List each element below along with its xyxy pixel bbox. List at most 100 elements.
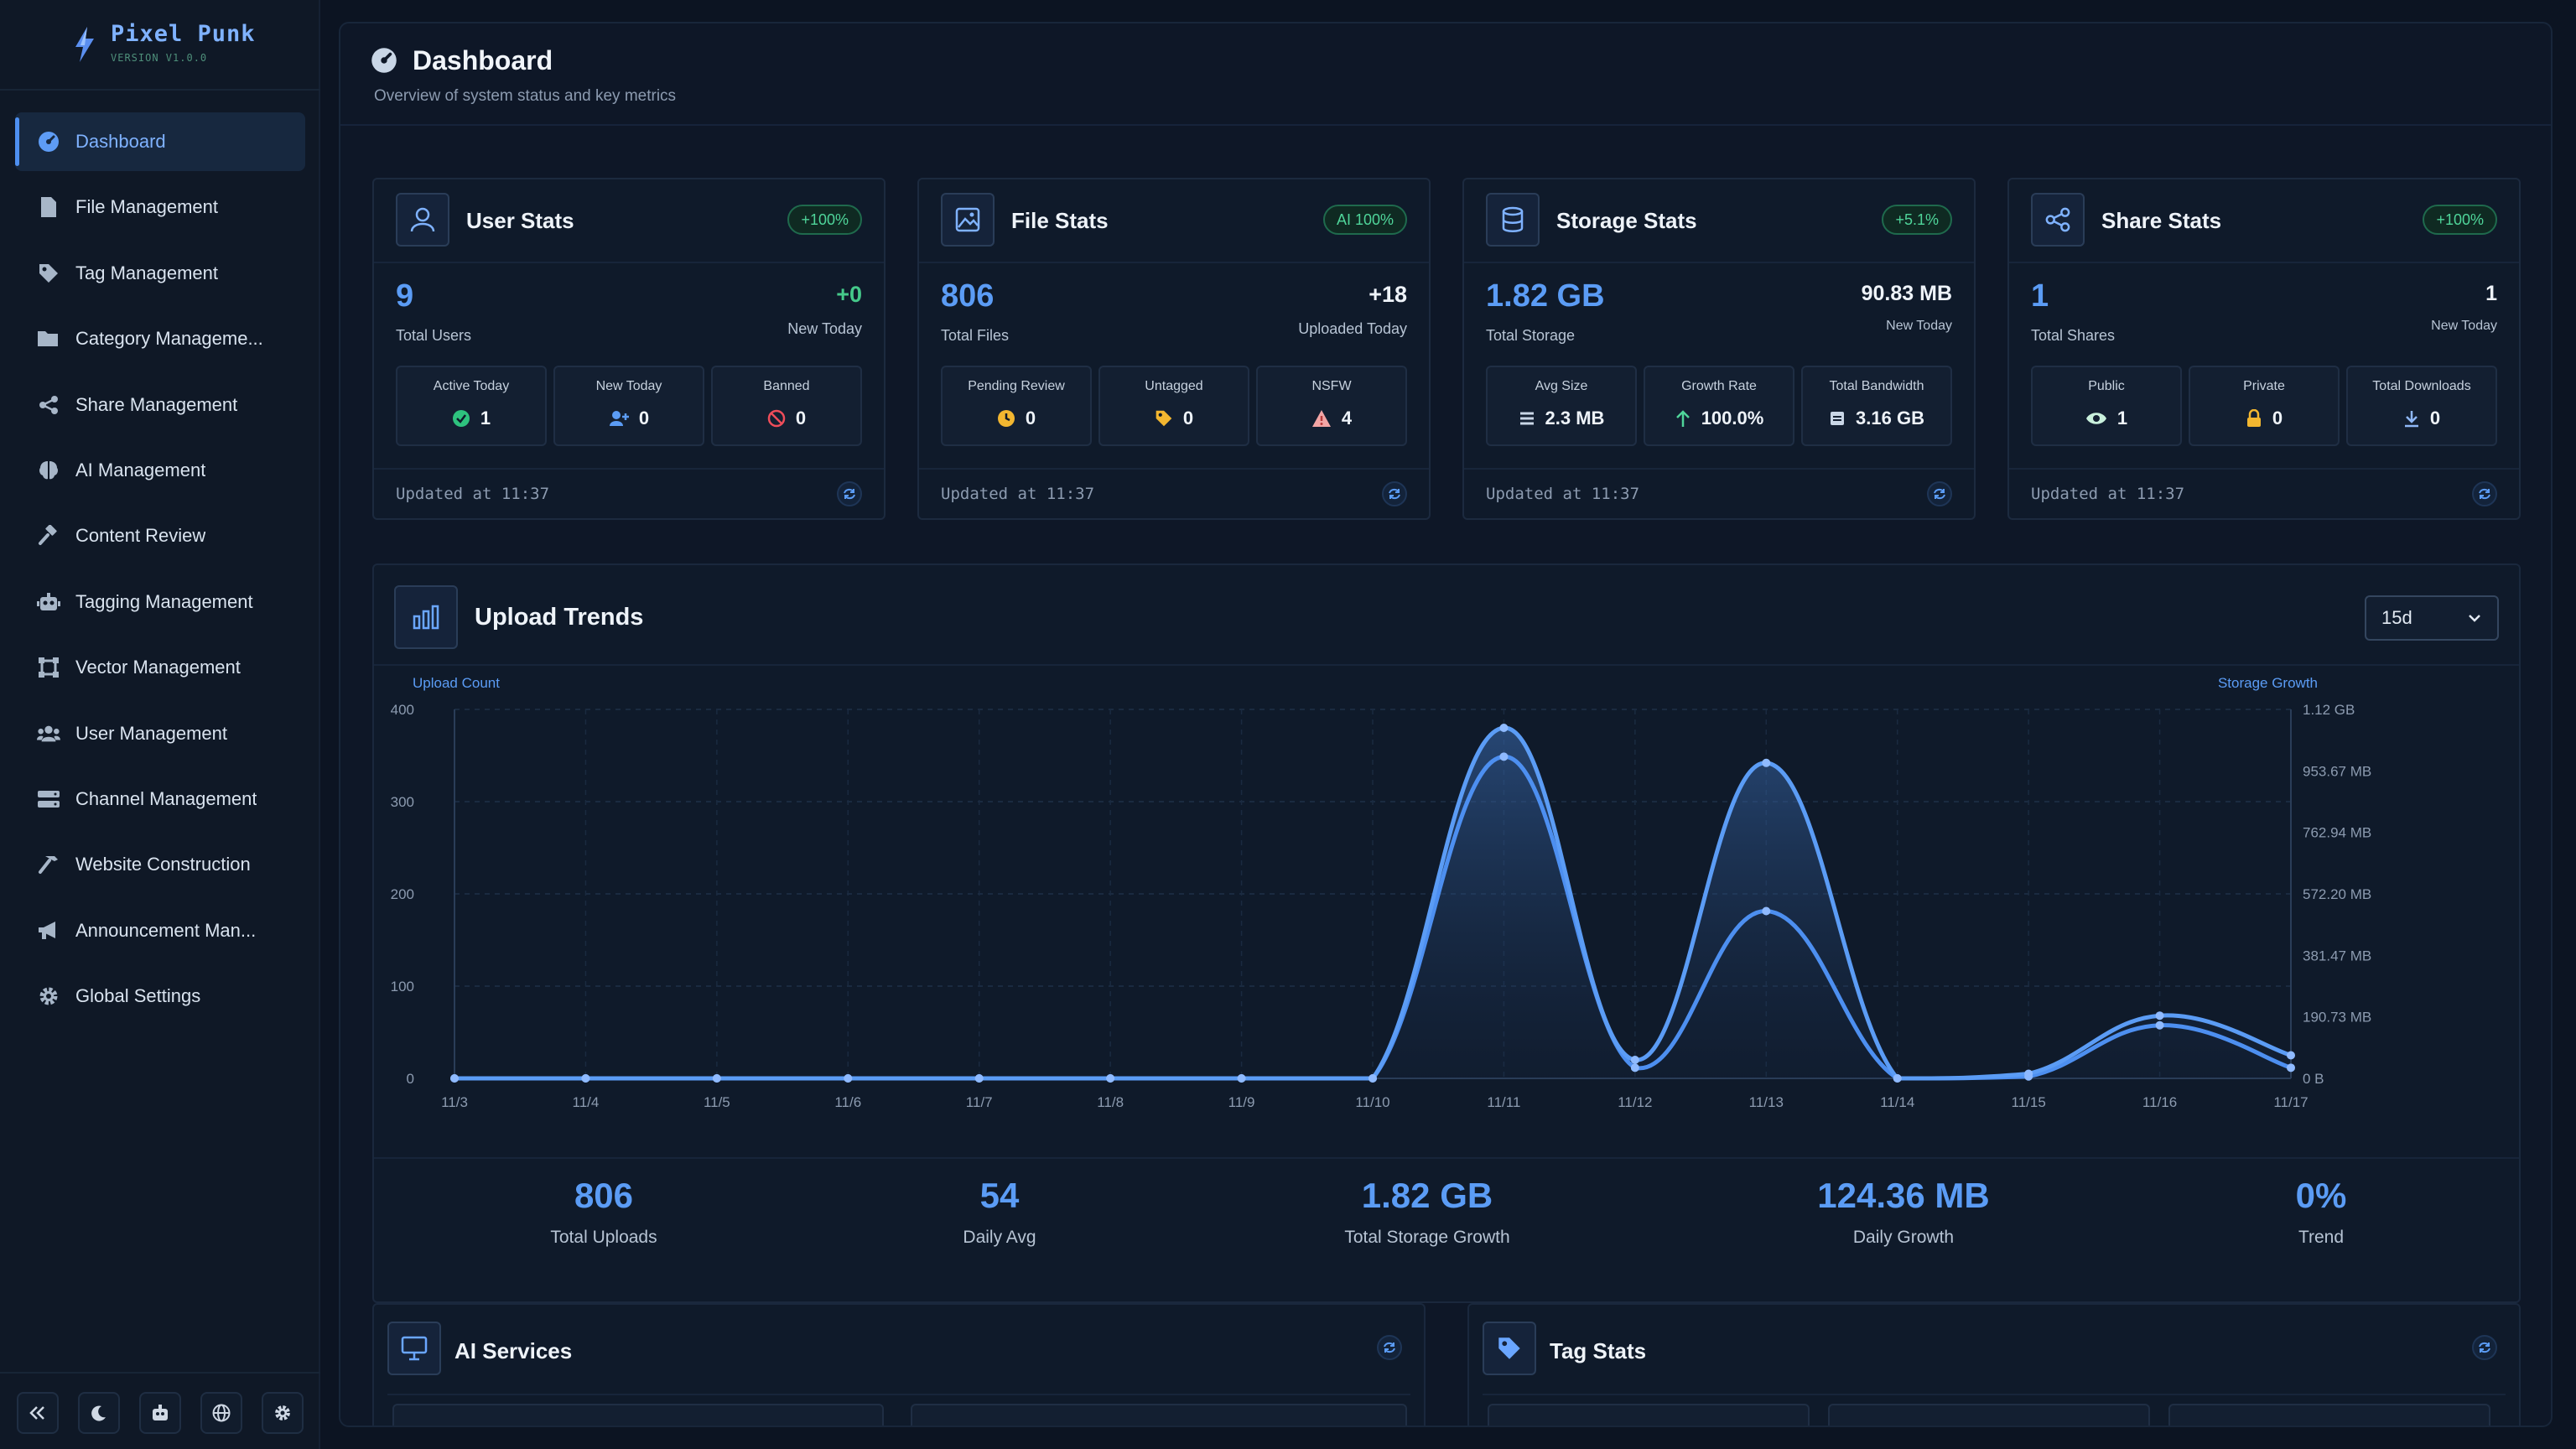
app-name: Pixel Punk	[111, 20, 256, 47]
sidebar-item-dashboard[interactable]: Dashboard	[15, 112, 305, 171]
range-select[interactable]: 15d	[2365, 595, 2499, 641]
sidebar-item-user-management[interactable]: User Management	[15, 704, 305, 763]
summary-trend: 0% Trend	[2153, 1176, 2489, 1248]
refresh-button[interactable]	[2472, 481, 2497, 506]
refresh-button[interactable]	[1927, 481, 1952, 506]
point-storage-growth	[2024, 1072, 2033, 1081]
sub-stat-label: Private	[2243, 379, 2285, 393]
y-tick-left: 200	[391, 886, 414, 902]
summary-label: Total Uploads	[550, 1228, 657, 1247]
page-title: Dashboard	[413, 45, 553, 75]
total-users-value: 9	[396, 278, 414, 314]
sub-stat-label: Avg Size	[1535, 379, 1588, 393]
x-tick: 11/15	[2012, 1094, 2046, 1110]
card-title: Storage Stats	[1556, 208, 1697, 233]
users-icon	[37, 722, 60, 745]
point-storage-growth	[974, 1074, 984, 1083]
sub-stat-label: Pending Review	[968, 379, 1065, 393]
sidebar-item-global-settings[interactable]: Global Settings	[15, 967, 305, 1026]
sidebar-item-category-management[interactable]: Category Manageme...	[15, 309, 305, 368]
new-today-label: New Today	[787, 320, 862, 337]
sidebar: Pixel Punk VERSION V1.0.0 Dashboard File…	[0, 0, 320, 1449]
gavel-icon	[37, 524, 60, 548]
private-stat: Private 0	[2189, 366, 2340, 446]
sidebar-item-ai-management[interactable]: AI Management	[15, 441, 305, 500]
refresh-button[interactable]	[2472, 1335, 2497, 1360]
point-upload-count	[2155, 1011, 2164, 1021]
sidebar-item-label: File Management	[75, 196, 218, 218]
language-button[interactable]	[200, 1392, 242, 1434]
users-icon	[396, 193, 449, 247]
lock-icon	[2246, 409, 2261, 427]
sub-stat-value: 0	[1025, 408, 1036, 428]
gear-icon	[37, 984, 60, 1008]
sidebar-item-file-management[interactable]: File Management	[15, 178, 305, 236]
sidebar-nav: Dashboard File Management Tag Management…	[15, 112, 305, 1032]
main-content: Dashboard Overview of system status and …	[339, 22, 2553, 1427]
settings-button[interactable]	[262, 1392, 304, 1434]
theme-toggle-button[interactable]	[78, 1392, 120, 1434]
sub-stat-label: New Today	[595, 379, 662, 393]
tag-icon	[1483, 1322, 1536, 1375]
file-stats-card: File Stats AI 100% 806 Total Files +18 U…	[917, 178, 1431, 520]
add-user-icon	[609, 411, 629, 426]
sub-stats: Active Today 1 New Today 0 Banned 0	[396, 366, 862, 446]
point-upload-count	[2287, 1051, 2295, 1060]
refresh-icon	[1384, 1342, 1395, 1353]
sidebar-footer	[0, 1372, 320, 1449]
card-footer: Updated at 11:37	[374, 468, 884, 518]
upload-trends-chart: 0 100 200 300 400 0 B 190.73 MB 381.47 MB 572.20…	[391, 675, 2372, 1110]
refresh-icon	[1389, 488, 1400, 500]
summary-total-uploads: 806 Total Uploads	[436, 1176, 771, 1248]
sub-stat-value: 1	[480, 408, 491, 428]
sidebar-item-channel-management[interactable]: Channel Management	[15, 770, 305, 828]
divider	[1483, 1394, 2506, 1395]
sub-stat-label: NSFW	[1311, 379, 1352, 393]
summary-label: Trend	[2298, 1228, 2345, 1247]
sidebar-item-announcement-management[interactable]: Announcement Man...	[15, 901, 305, 960]
total-users-label: Total Users	[396, 327, 472, 344]
sidebar-item-share-management[interactable]: Share Management	[15, 376, 305, 434]
sidebar-item-vector-management[interactable]: Vector Management	[15, 638, 305, 697]
page-header: Dashboard Overview of system status and …	[340, 23, 2551, 126]
sidebar-item-label: Global Settings	[75, 985, 201, 1007]
point-storage-growth	[581, 1074, 590, 1083]
total-storage-value: 1.82 GB	[1486, 278, 1605, 314]
refresh-icon	[2479, 488, 2490, 500]
refresh-button[interactable]	[1377, 1335, 1402, 1360]
summary-value: 806	[574, 1176, 634, 1215]
sub-stat-value: 0	[2429, 408, 2441, 428]
storage-stats-card: Storage Stats +5.1% 1.82 GB Total Storag…	[1462, 178, 1976, 520]
gear-icon	[275, 1405, 290, 1420]
sub-stat-label: Total Downloads	[2372, 379, 2471, 393]
point-storage-growth	[1368, 1074, 1377, 1083]
collapse-sidebar-button[interactable]	[17, 1392, 59, 1434]
sub-stat-value: 4	[1341, 408, 1353, 428]
refresh-button[interactable]	[1382, 481, 1407, 506]
sub-stat-label: Active Today	[433, 379, 510, 393]
y-tick-left: 400	[391, 702, 414, 718]
sidebar-item-tagging-management[interactable]: Tagging Management	[15, 573, 305, 631]
user-stats-card: User Stats +100% 9 Total Users +0 New To…	[372, 178, 886, 520]
point-storage-growth	[712, 1074, 721, 1083]
sidebar-item-website-construction[interactable]: Website Construction	[15, 835, 305, 894]
sidebar-item-label: Tagging Management	[75, 590, 253, 612]
eye-icon	[2085, 413, 2106, 424]
file-icon	[37, 195, 60, 219]
moon-icon	[91, 1405, 106, 1421]
growth-badge: +5.1%	[1882, 205, 1952, 235]
growth-badge: +100%	[787, 205, 862, 235]
assistant-button[interactable]	[139, 1392, 181, 1434]
sidebar-item-label: Content Review	[75, 525, 206, 547]
app-logo[interactable]: Pixel Punk VERSION V1.0.0	[0, 0, 320, 91]
sidebar-item-content-review[interactable]: Content Review	[15, 506, 305, 565]
panel-header: Upload Trends 15d	[374, 565, 2519, 666]
ban-icon	[767, 409, 786, 428]
globe-icon	[212, 1404, 231, 1422]
card-header: Share Stats +100%	[2009, 179, 2519, 263]
sidebar-item-tag-management[interactable]: Tag Management	[15, 244, 305, 303]
share-icon	[2031, 193, 2085, 247]
new-today-label: New Today	[1886, 319, 1952, 333]
y-tick-left: 0	[407, 1071, 414, 1087]
refresh-button[interactable]	[837, 481, 862, 506]
